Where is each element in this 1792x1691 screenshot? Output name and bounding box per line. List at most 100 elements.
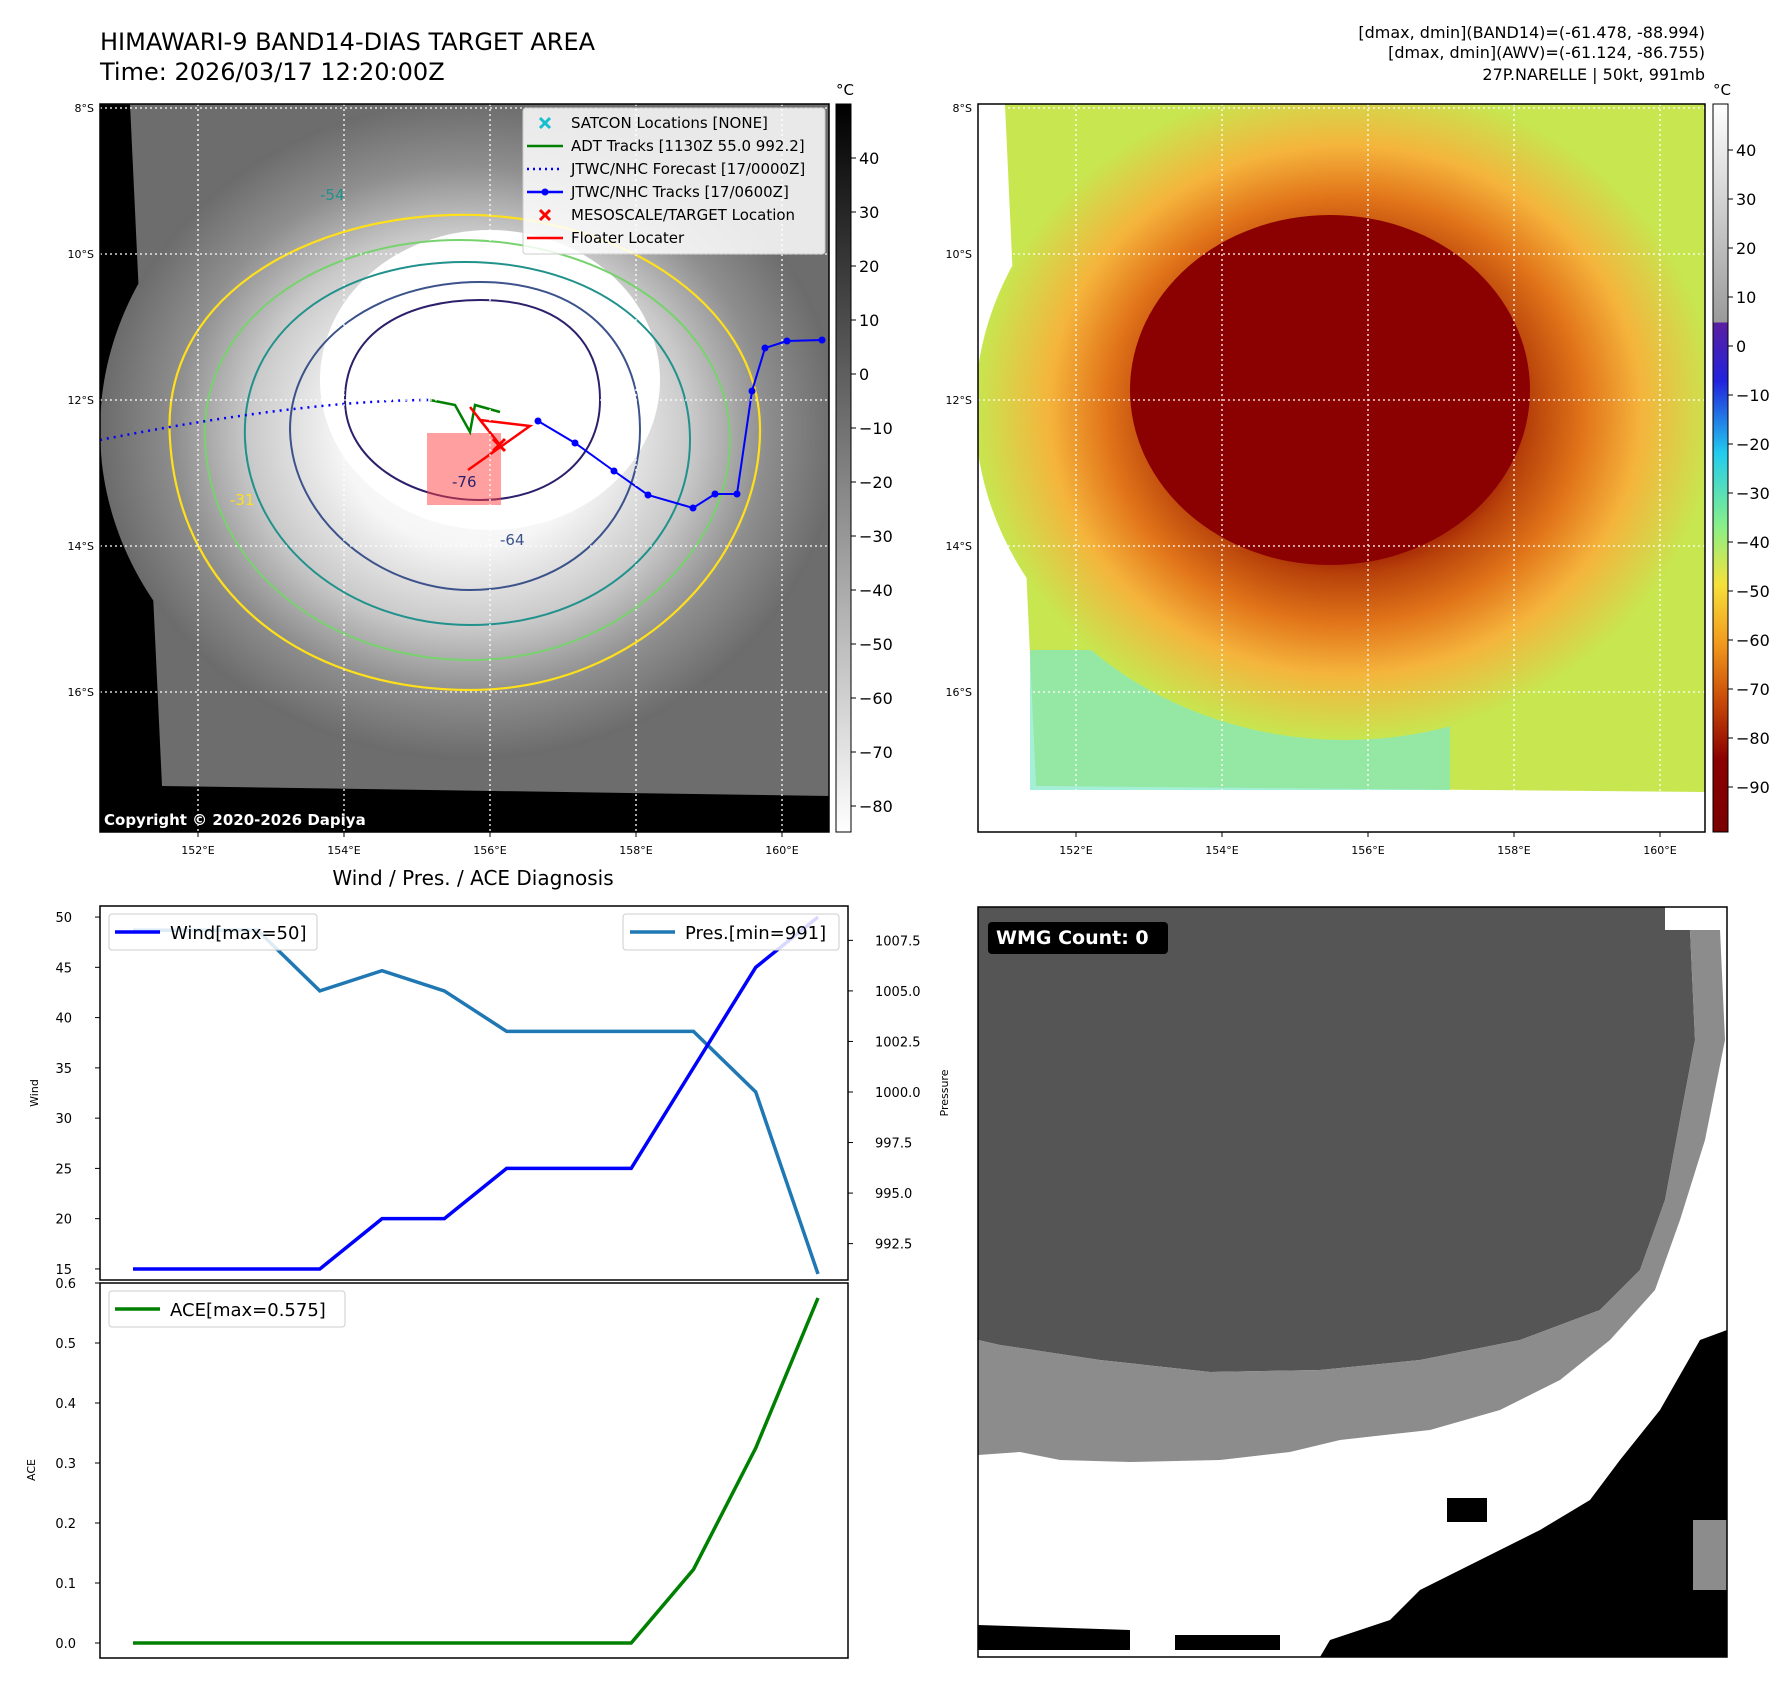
lat-label: 10°S bbox=[946, 248, 972, 261]
lon-label: 156°E bbox=[473, 844, 506, 857]
colorbar-tick-label: −70 bbox=[1736, 680, 1770, 699]
awv-lon-labels: 152°E 154°E 156°E 158°E 160°E bbox=[1059, 832, 1677, 857]
colorbar-tick-label: −60 bbox=[859, 689, 893, 708]
ace-ytick-label: 0.0 bbox=[55, 1637, 76, 1652]
ace-frame bbox=[99, 1282, 849, 1659]
wind-series-line bbox=[133, 915, 820, 1271]
contour-minus31 bbox=[168, 213, 762, 692]
wind-ytick-label: 35 bbox=[55, 1062, 72, 1077]
pressure-axis-label: Pressure bbox=[938, 1069, 951, 1116]
legend-marker bbox=[538, 116, 552, 130]
wmg-gray-patch bbox=[1693, 1520, 1727, 1590]
colorbar-tick-label: 0 bbox=[859, 365, 869, 384]
awv-colorbar-unit: °C bbox=[1713, 81, 1731, 99]
ir-colorbar-unit: °C bbox=[836, 81, 854, 99]
ace-ytick-label: 0.1 bbox=[55, 1577, 76, 1592]
wind-ytick-label: 45 bbox=[55, 961, 72, 976]
wmg-count-label: WMG Count: 0 bbox=[996, 927, 1149, 949]
awv-colorbar: °C 40 30 20 10 0 −10 −20 −30 −40 −50 −60 −70 −80 −90 bbox=[1712, 81, 1770, 833]
awv-map-frame bbox=[977, 103, 1706, 833]
lat-label: 12°S bbox=[946, 394, 972, 407]
wind-ytick-label: 20 bbox=[55, 1213, 72, 1228]
floater-track bbox=[467, 406, 534, 472]
lat-label: 16°S bbox=[68, 686, 94, 699]
contour-label-31: -31 bbox=[230, 491, 255, 509]
pressure-ytick-label: 1002.5 bbox=[875, 1035, 921, 1050]
lat-label: 14°S bbox=[68, 540, 94, 553]
colorbar-tick-label: −60 bbox=[1736, 631, 1770, 650]
ace-ytick-label: 0.3 bbox=[55, 1457, 76, 1472]
colorbar-tick-label: 40 bbox=[1736, 141, 1756, 160]
ir-lat-labels: 8°S 10°S 12°S 14°S 16°S bbox=[68, 102, 94, 699]
colorbar-tick-label: −40 bbox=[859, 581, 893, 600]
legend-label: JTWC/NHC Tracks [17/0600Z] bbox=[570, 183, 789, 201]
wind-legend: Wind[max=50] bbox=[108, 913, 318, 951]
ir-map-frame bbox=[99, 103, 830, 833]
lon-label: 156°E bbox=[1351, 844, 1384, 857]
colorbar-tick-label: 40 bbox=[859, 149, 879, 168]
lon-label: 154°E bbox=[327, 844, 360, 857]
colorbar-tick-label: 0 bbox=[1736, 337, 1746, 356]
ace-legend: ACE[max=0.575] bbox=[108, 1290, 346, 1328]
ir-legend: SATCON Locations [NONE] ADT Tracks [1130Z… bbox=[522, 107, 826, 255]
colorbar-tick-label: 20 bbox=[1736, 239, 1756, 258]
colorbar-tick-label: −50 bbox=[1736, 582, 1770, 601]
legend-item: JTWC/NHC Forecast [17/0000Z] bbox=[527, 160, 805, 178]
ace-axis-label: ACE bbox=[25, 1459, 38, 1481]
ace-legend-label: ACE[max=0.575] bbox=[170, 1300, 326, 1321]
wmg-black-strip-left bbox=[978, 1625, 1130, 1650]
legend-label: MESOSCALE/TARGET Location bbox=[571, 206, 795, 224]
ace-chart: ACE 0.0 0.1 0.2 0.3 0.4 0.5 0.6 ACE[max=0.575] bbox=[25, 1277, 849, 1659]
colorbar-tick-label: −30 bbox=[1736, 484, 1770, 503]
target-marker bbox=[491, 437, 507, 453]
storm-info: 27P.NARELLE | 50kt, 991mb bbox=[1482, 65, 1705, 84]
legend-item: SATCON Locations [NONE] bbox=[538, 114, 768, 132]
copyright: Copyright © 2020-2026 Dapiya bbox=[104, 811, 366, 829]
lon-label: 160°E bbox=[765, 844, 798, 857]
ir-colorbar: °C 40 30 20 10 0 −10 −20 −30 −40 −50 −60 −70 −80 bbox=[835, 81, 893, 833]
awv-core bbox=[1130, 215, 1530, 565]
legend-item: JTWC/NHC Tracks [17/0600Z] bbox=[527, 183, 789, 201]
colorbar-tick-label: 20 bbox=[859, 257, 879, 276]
legend-item: ADT Tracks [1130Z 55.0 992.2] bbox=[527, 137, 805, 155]
wind-pressure-chart: Wind Pressure 15 20 25 30 35 40 45 50 992.5 995.… bbox=[28, 905, 951, 1281]
colorbar-tick-label: −70 bbox=[859, 743, 893, 762]
legend-label: SATCON Locations [NONE] bbox=[571, 114, 768, 132]
pressure-ytick-label: 1007.5 bbox=[875, 934, 921, 949]
lon-label: 158°E bbox=[619, 844, 652, 857]
legend-label: JTWC/NHC Forecast [17/0000Z] bbox=[570, 160, 805, 178]
wmg-frame bbox=[977, 906, 1728, 1658]
lat-label: 14°S bbox=[946, 540, 972, 553]
contour-minus64 bbox=[288, 280, 642, 592]
colorbar-tick-label: −90 bbox=[1736, 778, 1770, 797]
stats-awv: [dmax, dmin](AWV)=(-61.124, -86.755) bbox=[1388, 43, 1705, 62]
ir-lon-labels: 152°E 154°E 156°E 158°E 160°E bbox=[181, 832, 799, 857]
colorbar-tick-label: −20 bbox=[859, 473, 893, 492]
contour-inner bbox=[343, 298, 602, 502]
legend-label: Floater Locater bbox=[571, 229, 685, 247]
wmg-dark-gray-region bbox=[978, 907, 1695, 1372]
colorbar-tick-label: 10 bbox=[1736, 288, 1756, 307]
target-area-box bbox=[427, 433, 501, 505]
ace-ytick-label: 0.2 bbox=[55, 1517, 76, 1532]
awv-map-panel: °C 403020100−10−20−30−40−50−60−70−80−90 … bbox=[946, 81, 1770, 857]
lat-label: 8°S bbox=[75, 102, 94, 115]
colorbar-tick-label: 10 bbox=[859, 311, 879, 330]
figure-time: Time: 2026/03/17 12:20:00Z bbox=[99, 58, 445, 86]
ace-series-line bbox=[133, 1297, 820, 1645]
pressure-ytick-label: 992.5 bbox=[875, 1238, 912, 1253]
pressure-legend: Pres.[min=991] bbox=[622, 913, 840, 951]
wind-legend-label: Wind[max=50] bbox=[170, 923, 307, 944]
wind-axis-label: Wind bbox=[28, 1079, 41, 1107]
ace-ytick-label: 0.6 bbox=[55, 1277, 76, 1292]
colorbar-tick-label: 30 bbox=[859, 203, 879, 222]
diagnosis-title: Wind / Pres. / ACE Diagnosis bbox=[332, 866, 613, 890]
awv-lat-labels: 8°S 10°S 12°S 14°S 16°S bbox=[946, 102, 972, 699]
wmg-light-gray-region bbox=[978, 930, 1725, 1462]
stats-band14: [dmax, dmin](BAND14)=(-61.478, -88.994) bbox=[1358, 23, 1705, 42]
lat-label: 10°S bbox=[68, 248, 94, 261]
wmg-black-region bbox=[1320, 1330, 1727, 1657]
wind-ytick-label: 15 bbox=[55, 1263, 72, 1278]
colorbar-tick-label: −20 bbox=[1736, 435, 1770, 454]
